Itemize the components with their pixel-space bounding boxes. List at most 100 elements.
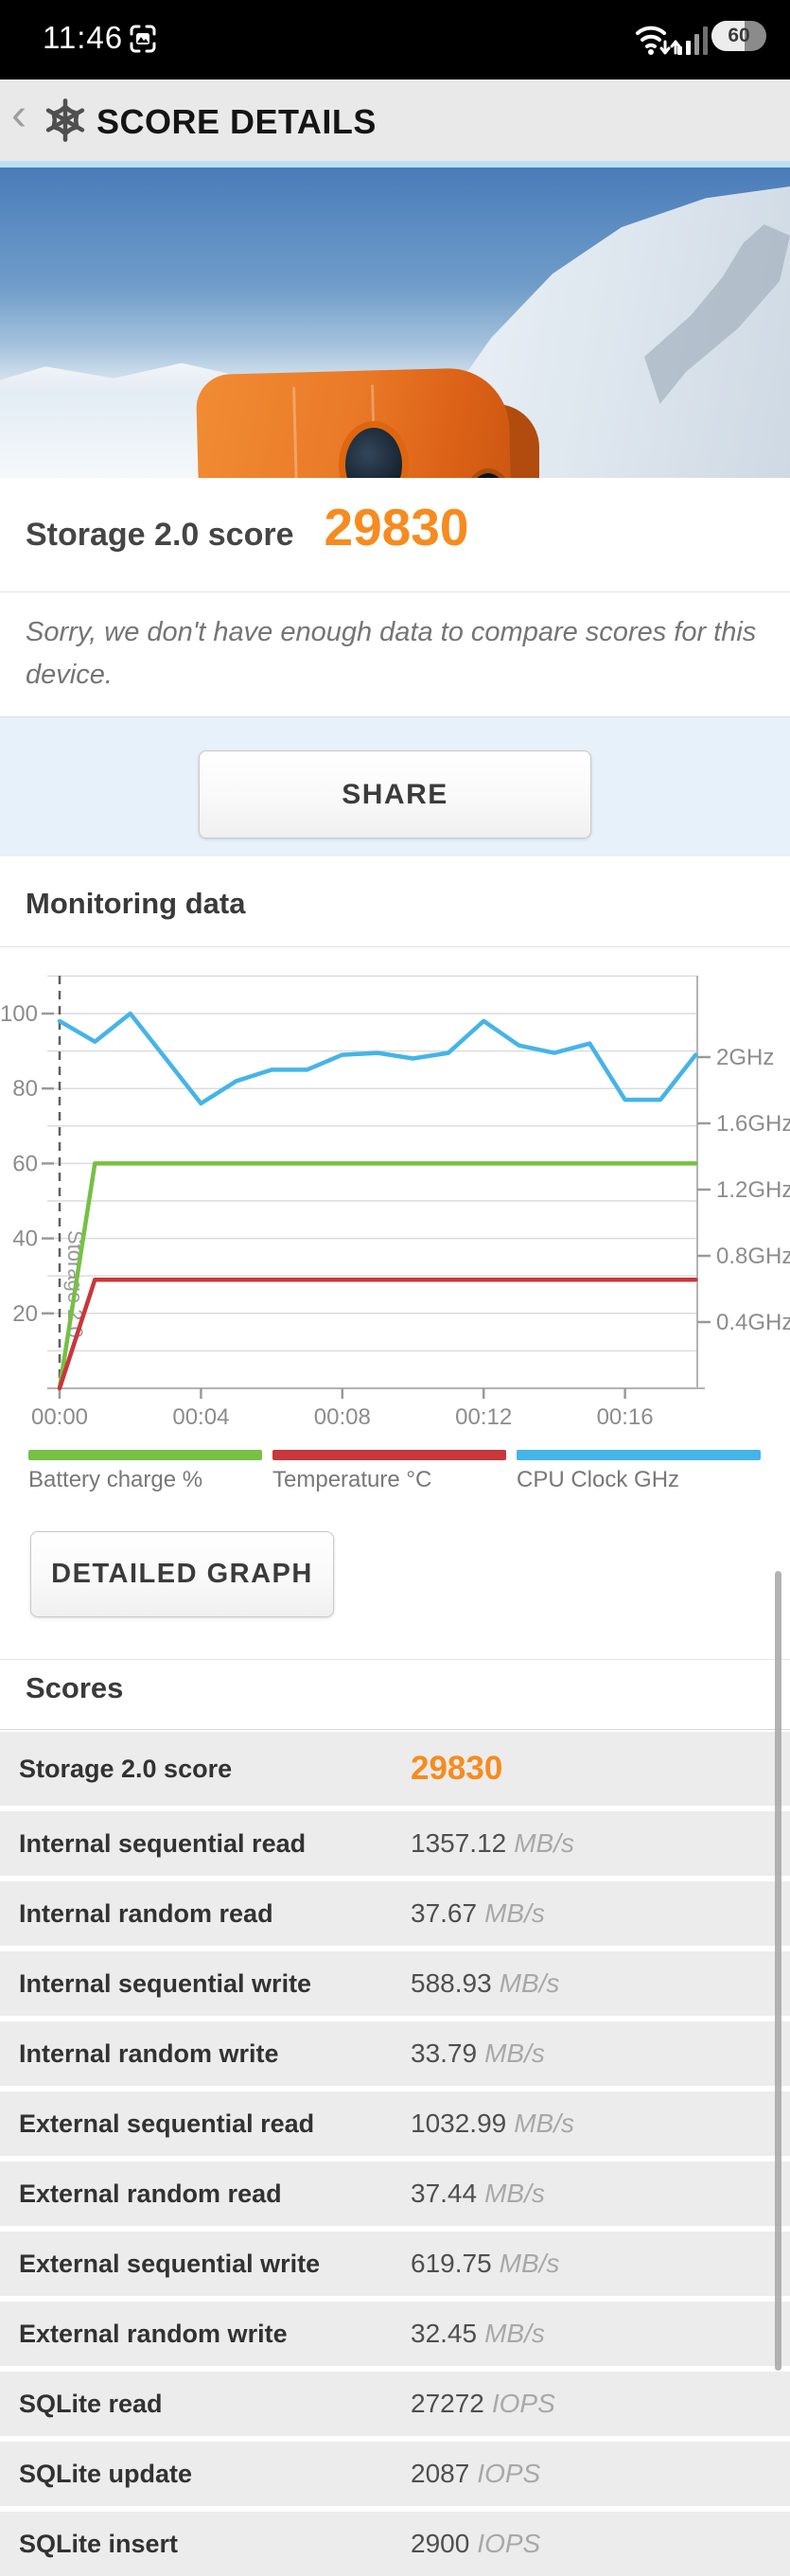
score-row: Internal random read 37.67 MB/s bbox=[0, 1881, 790, 1946]
score-row-unit: IOPS bbox=[477, 2529, 541, 2558]
svg-text:00:00: 00:00 bbox=[31, 1404, 88, 1430]
score-row-value: 29830 bbox=[411, 1750, 503, 1787]
score-row-unit: MB/s bbox=[484, 2038, 545, 2068]
svg-text:2GHz: 2GHz bbox=[716, 1045, 774, 1070]
score-row-label: SQLite update bbox=[19, 2459, 193, 2488]
porthole-window-large bbox=[339, 421, 409, 478]
legend-swatch bbox=[272, 1450, 506, 1460]
monitoring-chart: 20 40 60 80 100 0.4GHz 0.8GHz 1.2GHz 1.6GHz 2GHz 0… bbox=[0, 975, 790, 1430]
battery-fill bbox=[711, 21, 745, 51]
score-row-unit: MB/s bbox=[514, 1828, 574, 1858]
score-row-value: 1357.12 MB/s bbox=[411, 1828, 574, 1858]
legend-item: CPU Clock GHz bbox=[517, 1450, 761, 1493]
score-row-unit: MB/s bbox=[484, 2319, 545, 2348]
score-row: Internal sequential read 1357.12 MB/s bbox=[0, 1811, 790, 1876]
battery-percent: 60 bbox=[728, 25, 750, 46]
score-row-value: 32.45 MB/s bbox=[411, 2319, 545, 2348]
score-row-unit: MB/s bbox=[484, 1898, 545, 1928]
clock: 11:46 bbox=[43, 20, 124, 55]
score-row-value: 1032.99 MB/s bbox=[411, 2108, 574, 2138]
legend-item: Battery charge % bbox=[28, 1450, 262, 1493]
score-row: External random read 37.44 MB/s bbox=[0, 2161, 790, 2226]
score-row-value: 27272 IOPS bbox=[411, 2389, 555, 2418]
divider bbox=[0, 1659, 790, 1660]
divider bbox=[0, 1729, 790, 1730]
score-row-unit: IOPS bbox=[491, 2389, 555, 2418]
score-row-unit: MB/s bbox=[499, 1968, 560, 1998]
score-row: External random write 32.45 MB/s bbox=[0, 2302, 790, 2366]
score-summary-value: 29830 bbox=[324, 498, 469, 556]
score-row-value: 2087 IOPS bbox=[411, 2459, 541, 2488]
chart-legend: Battery charge % Temperature °C CPU Clock … bbox=[0, 1450, 790, 1507]
divider bbox=[0, 591, 790, 592]
score-summary-label: Storage 2.0 score bbox=[26, 517, 294, 553]
status-bar: 11:46 60 bbox=[0, 0, 790, 79]
svg-text:0.8GHz: 0.8GHz bbox=[716, 1244, 790, 1269]
score-row-unit: IOPS bbox=[477, 2459, 541, 2488]
score-row-unit: MB/s bbox=[514, 2108, 574, 2138]
svg-text:00:16: 00:16 bbox=[597, 1404, 654, 1430]
app-header: ‹ SCORE DETAILS bbox=[0, 79, 790, 161]
legend-label: CPU Clock GHz bbox=[517, 1467, 680, 1492]
score-row-label: Internal random read bbox=[19, 1898, 273, 1928]
header-accent-border bbox=[0, 161, 790, 168]
score-row: Storage 2.0 score 29830 bbox=[0, 1732, 790, 1806]
legend-swatch bbox=[517, 1450, 761, 1460]
score-row-value: 619.75 MB/s bbox=[411, 2249, 560, 2278]
divider bbox=[0, 716, 790, 717]
cellular-signal-icon bbox=[677, 23, 708, 55]
score-row-label: External sequential read bbox=[19, 2108, 315, 2138]
score-row-label: Internal sequential read bbox=[19, 1828, 307, 1858]
score-row-label: Internal random write bbox=[19, 2038, 279, 2068]
monitoring-card bbox=[0, 856, 790, 1659]
screenshot-icon bbox=[125, 21, 161, 62]
score-row-label: Internal sequential write bbox=[19, 1968, 312, 1998]
score-row-value: 33.79 MB/s bbox=[411, 2038, 545, 2068]
wifi-icon bbox=[632, 17, 681, 65]
score-row-unit: MB/s bbox=[499, 2249, 560, 2278]
share-button[interactable]: SHARE bbox=[199, 750, 591, 838]
score-row: External sequential write 619.75 MB/s bbox=[0, 2232, 790, 2296]
monitoring-heading: Monitoring data bbox=[26, 887, 246, 920]
svg-text:80: 80 bbox=[12, 1076, 38, 1102]
score-row-label: Storage 2.0 score bbox=[19, 1754, 233, 1783]
score-row-label: SQLite insert bbox=[19, 2529, 179, 2558]
score-row: SQLite update 2087 IOPS bbox=[0, 2442, 790, 2506]
score-row: Internal random write 33.79 MB/s bbox=[0, 2021, 790, 2086]
score-row-label: External random write bbox=[19, 2319, 288, 2348]
hero-banner: Storage 2.0 2.0 bbox=[0, 168, 790, 478]
svg-text:00:08: 00:08 bbox=[314, 1404, 371, 1430]
scrollbar-thumb[interactable] bbox=[775, 1571, 781, 2371]
svg-text:1.6GHz: 1.6GHz bbox=[716, 1111, 790, 1137]
legend-swatch bbox=[28, 1450, 262, 1460]
legend-label: Battery charge % bbox=[28, 1467, 203, 1492]
svg-text:100: 100 bbox=[0, 1001, 38, 1027]
score-row: External sequential read 1032.99 MB/s bbox=[0, 2091, 790, 2156]
svg-text:40: 40 bbox=[12, 1226, 38, 1252]
no-comparison-notice: Sorry, we don't have enough data to comp… bbox=[26, 617, 757, 690]
score-row-value: 37.67 MB/s bbox=[411, 1898, 545, 1928]
snowflake-logo-icon bbox=[42, 97, 89, 149]
page-title: SCORE DETAILS bbox=[97, 102, 377, 141]
pod-seam-line bbox=[292, 386, 302, 478]
score-row-label: External sequential write bbox=[19, 2249, 321, 2278]
score-summary: Storage 2.0 score 29830 bbox=[0, 478, 790, 591]
svg-text:1.2GHz: 1.2GHz bbox=[716, 1177, 790, 1203]
score-row-value: 37.44 MB/s bbox=[411, 2179, 545, 2208]
svg-text:20: 20 bbox=[12, 1301, 38, 1327]
score-row-unit: MB/s bbox=[484, 2179, 545, 2208]
legend-item: Temperature °C bbox=[272, 1450, 506, 1493]
score-row: SQLite insert 2900 IOPS bbox=[0, 2512, 790, 2576]
svg-text:60: 60 bbox=[12, 1151, 38, 1176]
score-row-value: 588.93 MB/s bbox=[411, 1968, 560, 1998]
detailed-graph-button[interactable]: DETAILED GRAPH bbox=[30, 1531, 334, 1617]
legend-label: Temperature °C bbox=[272, 1467, 432, 1492]
score-row-value: 2900 IOPS bbox=[411, 2529, 541, 2558]
score-row: Internal sequential write 588.93 MB/s bbox=[0, 1951, 790, 2016]
svg-text:00:12: 00:12 bbox=[455, 1404, 512, 1430]
scores-heading: Scores bbox=[26, 1671, 124, 1704]
svg-text:00:04: 00:04 bbox=[172, 1404, 229, 1430]
back-chevron-icon[interactable]: ‹ bbox=[11, 90, 26, 140]
svg-text:0.4GHz: 0.4GHz bbox=[716, 1310, 790, 1335]
score-row-label: SQLite read bbox=[19, 2389, 163, 2418]
